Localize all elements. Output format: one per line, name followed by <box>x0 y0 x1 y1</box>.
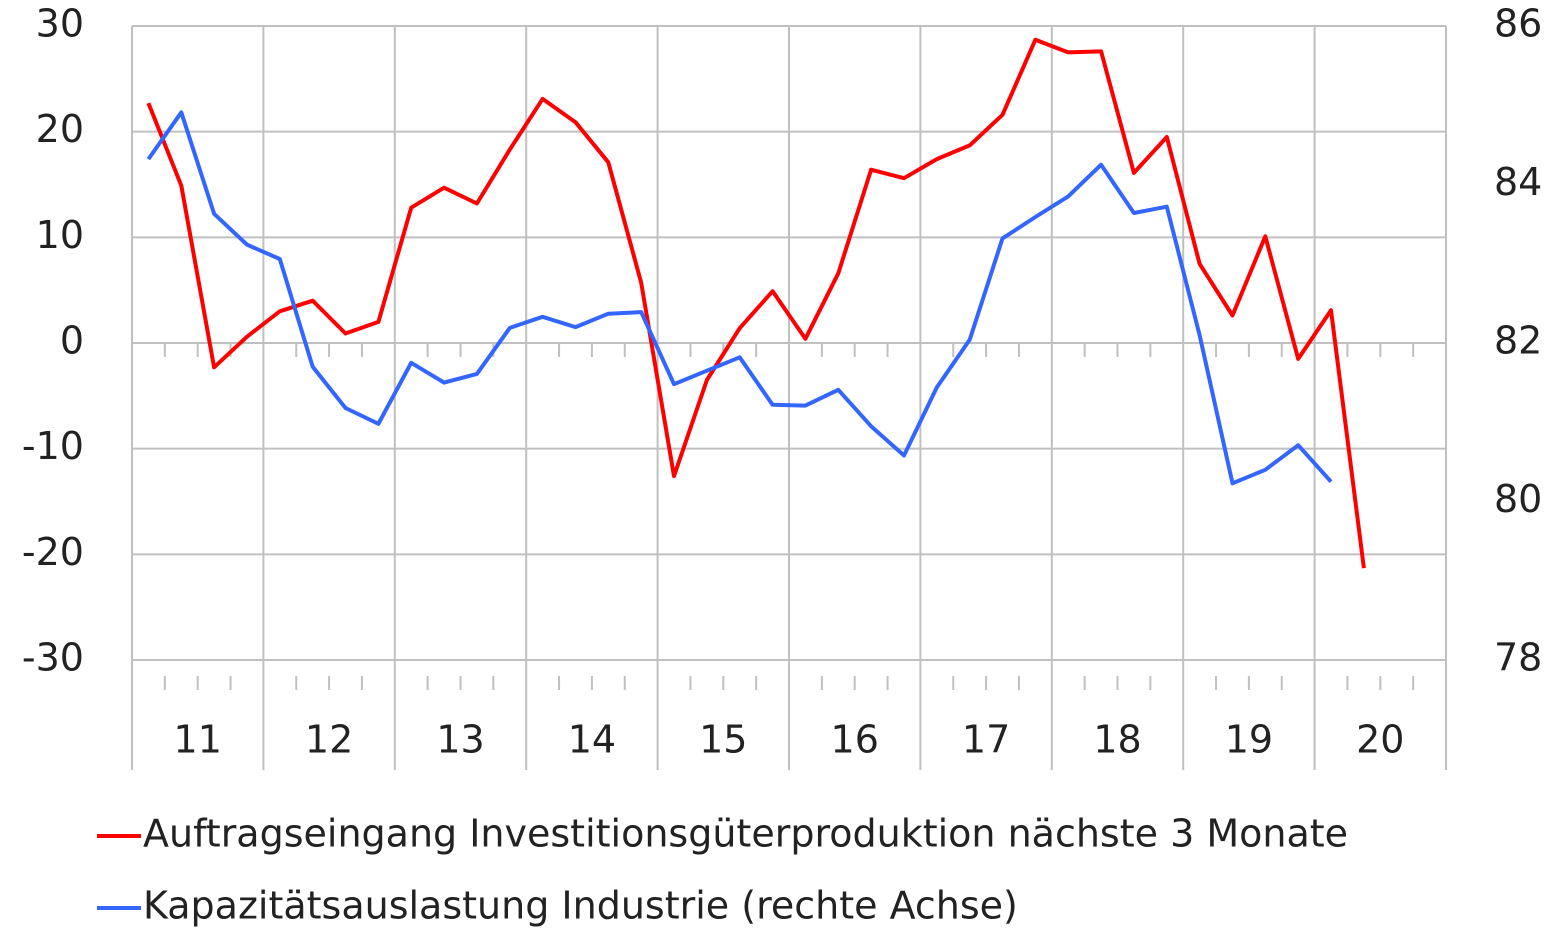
y2-tick-label: 86 <box>1494 2 1542 46</box>
y2-tick-label: 84 <box>1494 160 1542 204</box>
y-tick-label: 0 <box>60 319 84 363</box>
x-tick-label: 14 <box>568 718 616 762</box>
legend-label: Auftragseingang Investitionsgüterprodukt… <box>143 812 1348 856</box>
x-tick-label: 11 <box>174 718 222 762</box>
y-tick-label: 30 <box>36 2 84 46</box>
x-tick-label: 18 <box>1093 718 1141 762</box>
x-tick-label: 15 <box>699 718 747 762</box>
y2-tick-label: 78 <box>1494 636 1542 680</box>
y2-tick-label: 82 <box>1494 319 1542 363</box>
y-tick-label: -20 <box>22 530 84 574</box>
legend-label: Kapazitätsauslastung Industrie (rechte A… <box>143 884 1018 928</box>
x-tick-label: 19 <box>1225 718 1273 762</box>
y2-tick-label: 80 <box>1494 477 1542 521</box>
x-tick-label: 13 <box>436 718 484 762</box>
line-series <box>146 37 1366 569</box>
y-tick-label: 10 <box>36 213 84 257</box>
x-tick-label: 16 <box>831 718 879 762</box>
x-tick-label: 17 <box>962 718 1010 762</box>
y-tick-label: -30 <box>22 636 84 680</box>
x-tick-label: 20 <box>1356 718 1404 762</box>
x-tick-label: 12 <box>305 718 353 762</box>
y-tick-label: 20 <box>36 107 84 151</box>
y-tick-label: -10 <box>22 424 84 468</box>
line-series <box>146 110 1333 486</box>
